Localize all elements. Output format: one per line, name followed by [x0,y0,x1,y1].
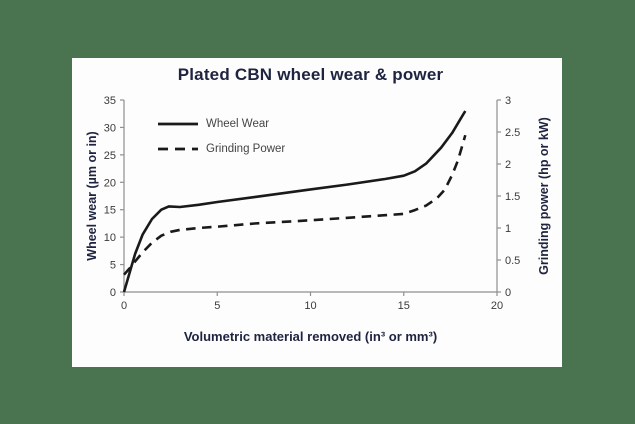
y-left-tick-label: 30 [104,122,116,134]
legend-item-wheel-wear: Wheel Wear [158,111,285,136]
y-right-tick-label: 1.5 [505,191,520,203]
legend-label-wheel-wear: Wheel Wear [206,117,270,130]
y-right-tick-label: 0 [505,287,511,299]
x-tick-label: 10 [304,300,316,312]
wheel-wear-line [122,110,467,293]
y-left-tick-label: 20 [104,177,116,189]
y-right-tick-label: 3 [505,95,511,107]
y-right-tick-label: 1 [505,223,511,235]
y-right-tick-label: 0.5 [505,255,520,267]
y-axis-label-right: Grinding power (hp or kW) [537,117,551,275]
y-left-tick-label: 35 [104,95,116,107]
legend-item-grinding-power: Grinding Power [158,136,285,161]
x-tick-label: 0 [121,300,127,312]
chart-canvas: Plated CBN wheel wear & power 0 5 10 15 20 0 5… [72,58,562,367]
legend: Wheel Wear Grinding Power [158,111,285,161]
y-right-tick-label: 2 [505,159,511,171]
y-left-tick-label: 5 [110,260,116,272]
legend-label-grinding-power: Grinding Power [206,142,286,155]
y-left-tick-label: 15 [104,205,116,217]
y-left-tick-label: 0 [110,287,116,299]
x-tick-label: 15 [398,300,410,312]
wheel-wear-line-swatch [158,122,198,125]
chart-title: Plated CBN wheel wear & power [177,65,444,84]
grinding-power-line-swatch [158,147,198,150]
y-axis-label-left: Wheel wear (µm or in) [85,131,99,261]
x-axis-label: Volumetric material removed (in³ or mm³) [183,329,438,344]
x-tick-label: 20 [491,300,503,312]
x-tick-label: 5 [214,300,220,312]
grinding-power-line [123,134,467,276]
y-left-tick-label: 10 [104,232,116,244]
y-right-tick-label: 2.5 [505,127,520,139]
y-left-tick-label: 25 [104,150,116,162]
